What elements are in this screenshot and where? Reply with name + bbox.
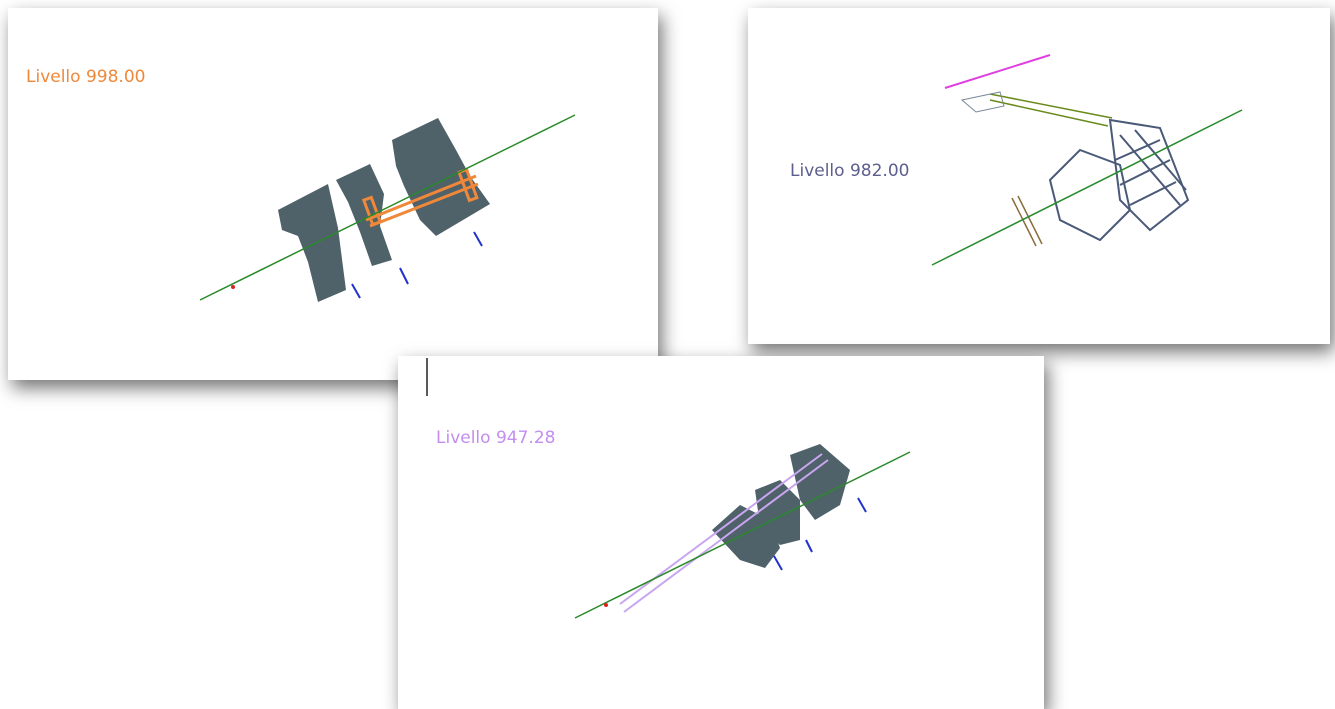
panel-947: Livello 947.28 [398,356,1044,709]
olive-lines [989,93,1113,127]
axis-line [199,114,576,301]
level-label: Livello 982.00 [790,161,909,181]
axis-line [574,451,911,619]
panel-bg [8,8,658,380]
panel-982: Livello 982.00 [748,8,1330,344]
level-label: Livello 947.28 [436,428,555,448]
annotations [773,497,867,571]
magenta-line [944,54,1051,89]
panel-bg [748,8,1330,344]
brown-lines [1011,195,1043,247]
annotations [351,231,483,299]
outline [960,91,1005,113]
plan-outlines [1048,118,1190,242]
axis-line [931,109,1243,266]
marker [231,285,235,289]
marker [604,603,608,607]
tunnel [361,167,479,228]
panel-998: Livello 998.00 [8,8,658,380]
level-label: Livello 998.00 [26,67,145,87]
